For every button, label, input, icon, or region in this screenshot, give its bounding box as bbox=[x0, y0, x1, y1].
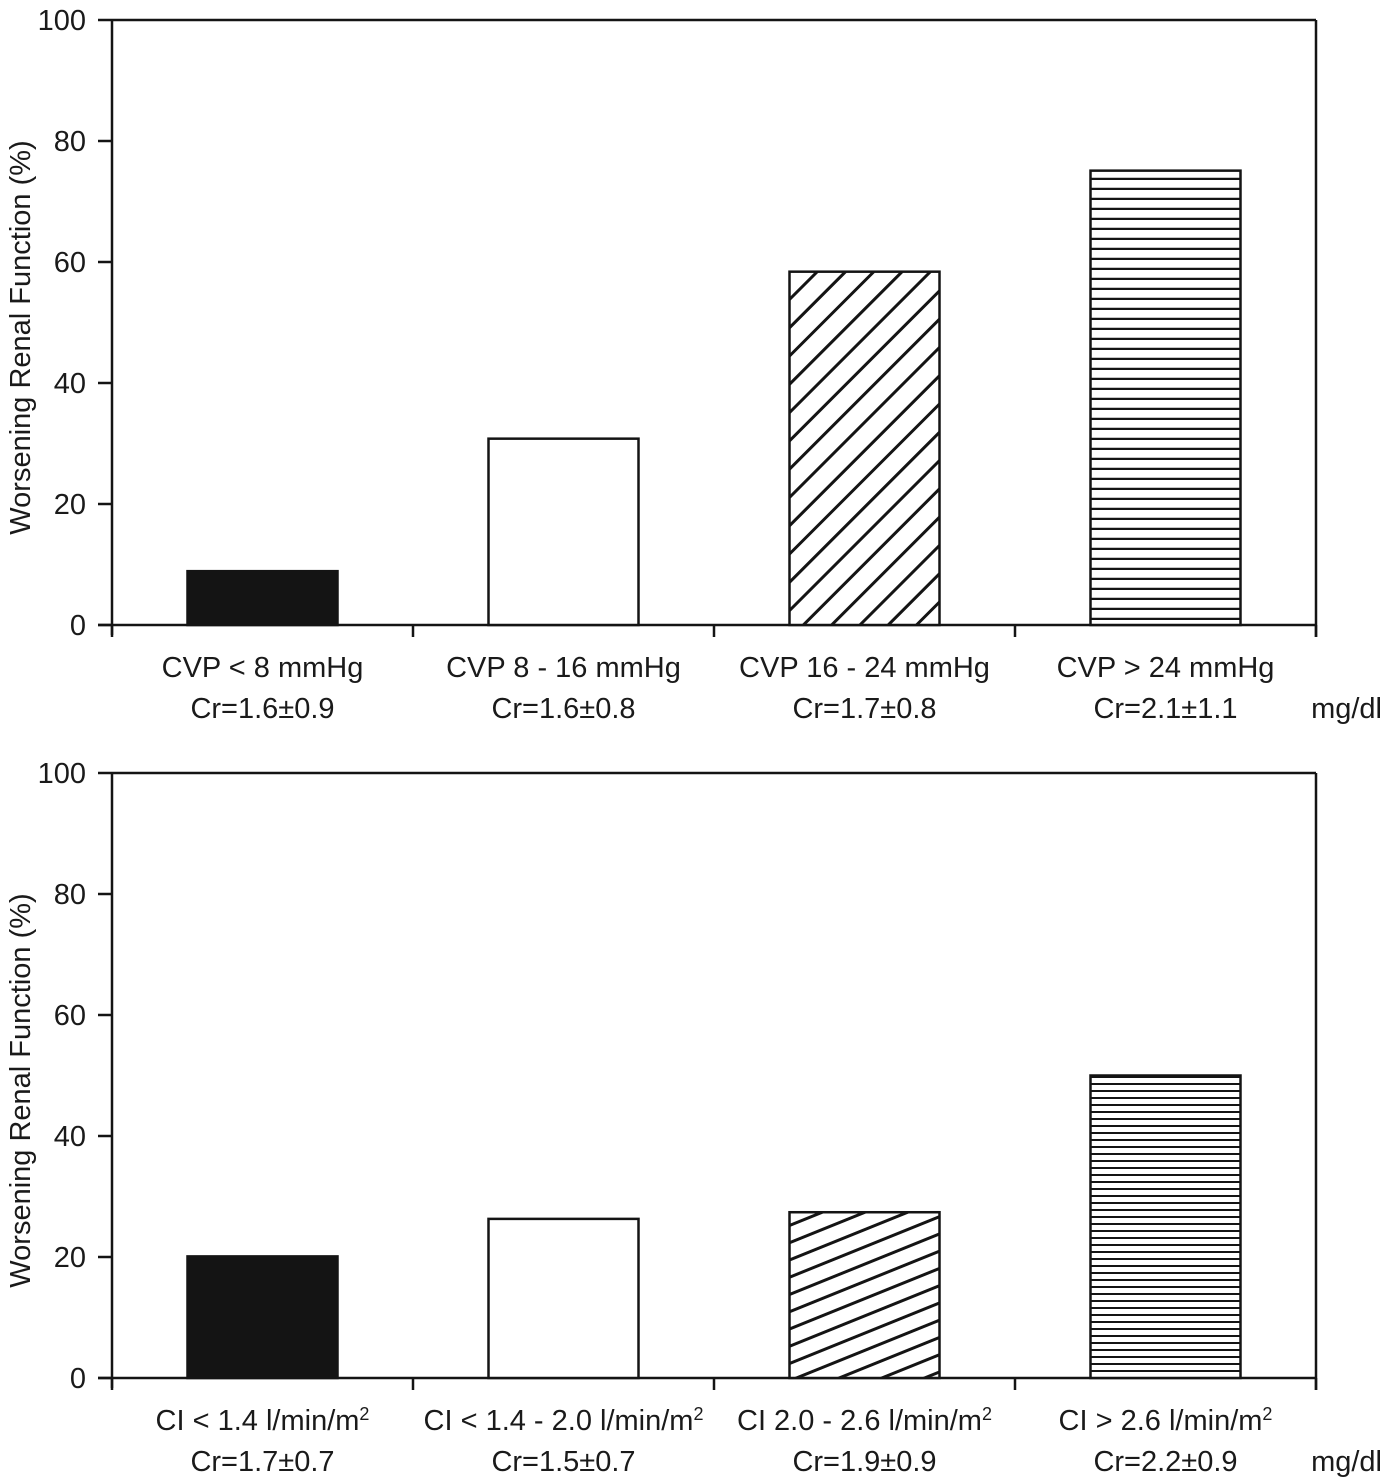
unit-note: mg/dl bbox=[1311, 693, 1382, 725]
x-category-creatinine: Cr=1.7±0.8 bbox=[792, 693, 936, 725]
category-name: CVP < 8 mmHg bbox=[162, 652, 364, 684]
x-category-creatinine: Cr=1.7±0.7 bbox=[190, 1446, 334, 1478]
y-tick-label: 40 bbox=[54, 368, 86, 400]
y-tick-label: 80 bbox=[54, 879, 86, 911]
x-category-label: CVP 8 - 16 mmHg bbox=[446, 652, 681, 684]
bar-4 bbox=[1089, 169, 1242, 627]
y-tick-label: 0 bbox=[70, 1363, 86, 1395]
bar-1 bbox=[186, 1255, 339, 1380]
category-name: CVP > 24 mmHg bbox=[1057, 652, 1275, 684]
unit-note: mg/dl bbox=[1311, 1446, 1382, 1478]
category-superscript: 2 bbox=[359, 1404, 369, 1424]
y-tick-label: 80 bbox=[54, 126, 86, 158]
category-superscript: 2 bbox=[1262, 1404, 1272, 1424]
bar-3 bbox=[788, 270, 941, 627]
y-tick-label: 0 bbox=[70, 610, 86, 642]
bar-2 bbox=[487, 1217, 640, 1380]
x-category-creatinine: Cr=1.5±0.7 bbox=[491, 1446, 635, 1478]
y-axis-title: Worsening Renal Function (%) bbox=[5, 893, 37, 1287]
y-tick-label: 100 bbox=[38, 758, 86, 790]
y-tick-label: 60 bbox=[54, 247, 86, 279]
x-category-creatinine: Cr=1.6±0.9 bbox=[190, 693, 334, 725]
y-tick-label: 40 bbox=[54, 1121, 86, 1153]
y-tick-label: 60 bbox=[54, 1000, 86, 1032]
x-category-label: CI > 2.6 l/min/m2 bbox=[1059, 1404, 1273, 1437]
x-category-creatinine: Cr=1.6±0.8 bbox=[491, 693, 635, 725]
category-name: CVP 8 - 16 mmHg bbox=[446, 652, 681, 684]
x-category-label: CVP 16 - 24 mmHg bbox=[739, 652, 990, 684]
category-superscript: 2 bbox=[982, 1404, 992, 1424]
bar-1 bbox=[186, 569, 339, 627]
category-name: CI 2.0 - 2.6 l/min/m bbox=[737, 1405, 982, 1437]
x-category-creatinine: Cr=2.1±1.1 bbox=[1093, 693, 1237, 725]
bar-3 bbox=[788, 1210, 941, 1380]
x-category-creatinine: Cr=2.2±0.9 bbox=[1093, 1446, 1237, 1478]
y-tick-label: 20 bbox=[54, 489, 86, 521]
x-category-label: CVP > 24 mmHg bbox=[1057, 652, 1275, 684]
category-name: CVP 16 - 24 mmHg bbox=[739, 652, 990, 684]
chart-panel-cvp: 0 20 40 60 80 100 Worsening Renal Function (%)… bbox=[5, 5, 1382, 725]
bar-2 bbox=[487, 437, 640, 627]
x-category-label: CVP < 8 mmHg bbox=[162, 652, 364, 684]
y-axis-title: Worsening Renal Function (%) bbox=[5, 140, 37, 534]
y-tick-label: 100 bbox=[38, 5, 86, 37]
category-name: CI > 2.6 l/min/m bbox=[1059, 1405, 1263, 1437]
y-tick-label: 20 bbox=[54, 1242, 86, 1274]
x-category-label: CI < 1.4 - 2.0 l/min/m2 bbox=[424, 1404, 704, 1437]
category-superscript: 2 bbox=[693, 1404, 703, 1424]
chart-panel-ci: 0 20 40 60 80 100 Worsening Renal Function (%)… bbox=[5, 758, 1382, 1478]
x-category-creatinine: Cr=1.9±0.9 bbox=[792, 1446, 936, 1478]
category-name: CI < 1.4 - 2.0 l/min/m bbox=[424, 1405, 694, 1437]
bar-4 bbox=[1089, 1074, 1242, 1380]
x-category-label: CI 2.0 - 2.6 l/min/m2 bbox=[737, 1404, 992, 1437]
x-category-label: CI < 1.4 l/min/m2 bbox=[156, 1404, 370, 1437]
category-name: CI < 1.4 l/min/m bbox=[156, 1405, 360, 1437]
